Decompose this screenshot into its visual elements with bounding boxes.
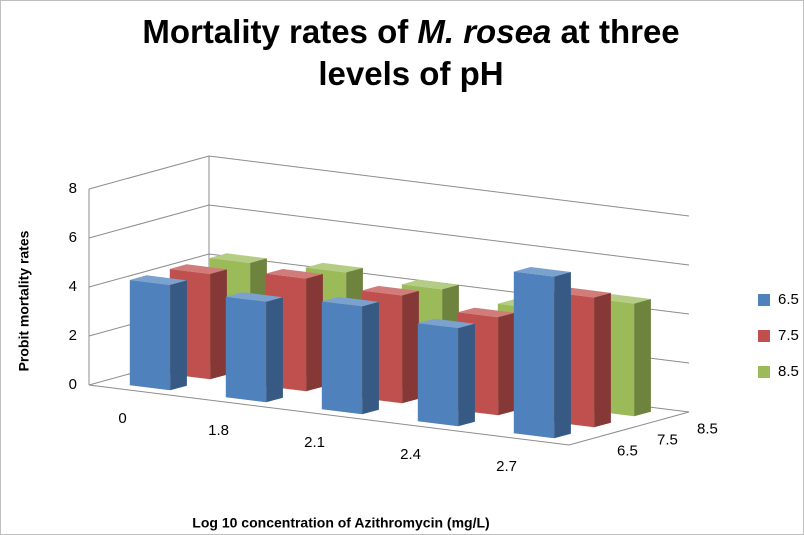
bar-top <box>209 253 267 263</box>
bar-top <box>169 264 227 274</box>
title-species: M. rosea <box>417 13 552 50</box>
y-axis-label: Probit mortality rates <box>16 230 32 371</box>
y-tick-label: 0 <box>69 376 77 393</box>
bar-side <box>306 274 323 392</box>
legend-label: 7.5 <box>778 327 799 344</box>
floor <box>88 384 690 446</box>
bar-top <box>417 318 475 329</box>
y-tick-label: 8 <box>69 180 77 197</box>
x-tick-label: 1.8 <box>208 422 229 439</box>
depth-tick-label: 8.5 <box>697 420 718 437</box>
bar <box>321 296 379 415</box>
bar <box>513 267 571 439</box>
bar-side <box>634 299 651 417</box>
bar-side <box>362 301 379 415</box>
bar-side <box>498 312 515 416</box>
legend-label: 6.5 <box>778 291 799 308</box>
bar-top <box>225 292 283 302</box>
bar-side <box>554 272 571 439</box>
bar-side <box>402 290 419 404</box>
x-axis-label: Log 10 concentration of Azithromycin (mg… <box>192 515 489 531</box>
bar <box>417 318 475 427</box>
title-text: at three <box>560 13 680 50</box>
bar-top <box>401 279 459 290</box>
chart-title: Mortality rates of M. rosea at three lev… <box>1 11 803 95</box>
depth-tick-label: 6.5 <box>617 442 638 459</box>
bar <box>225 292 283 403</box>
legend-swatch <box>758 294 770 306</box>
title-text: levels of pH <box>318 55 504 92</box>
bar-front <box>225 296 267 403</box>
bar-top <box>457 307 515 318</box>
legend-label: 8.5 <box>778 363 799 380</box>
x-tick-label: 2.7 <box>496 458 517 475</box>
bar-side <box>266 297 283 403</box>
x-tick-label: 0 <box>118 410 126 427</box>
x-tick-label: 2.4 <box>400 446 421 463</box>
y-tick-label: 4 <box>69 278 77 295</box>
bar-top <box>265 269 323 279</box>
depth-tick-label: 7.5 <box>657 431 678 448</box>
bar-top <box>305 262 363 273</box>
bar-front <box>129 280 171 391</box>
bar-front <box>513 271 555 439</box>
bar-top <box>361 285 419 296</box>
bar-top <box>129 275 187 285</box>
title-text: Mortality rates of <box>142 13 409 50</box>
grid-line <box>88 155 690 217</box>
y-tick-label: 2 <box>69 327 77 344</box>
bar <box>129 275 187 391</box>
bar-side <box>594 292 611 428</box>
x-tick-label: 2.1 <box>304 434 325 451</box>
bar-front <box>321 301 363 415</box>
legend-swatch <box>758 330 770 342</box>
bar-front <box>417 323 459 427</box>
y-tick-label: 6 <box>69 229 77 246</box>
bar-side <box>458 323 475 427</box>
bar-top <box>321 296 379 307</box>
bar-top <box>513 267 571 277</box>
legend-swatch <box>758 366 770 378</box>
bar-side <box>170 280 187 391</box>
grid-line <box>88 204 690 266</box>
bar-side <box>210 269 227 380</box>
